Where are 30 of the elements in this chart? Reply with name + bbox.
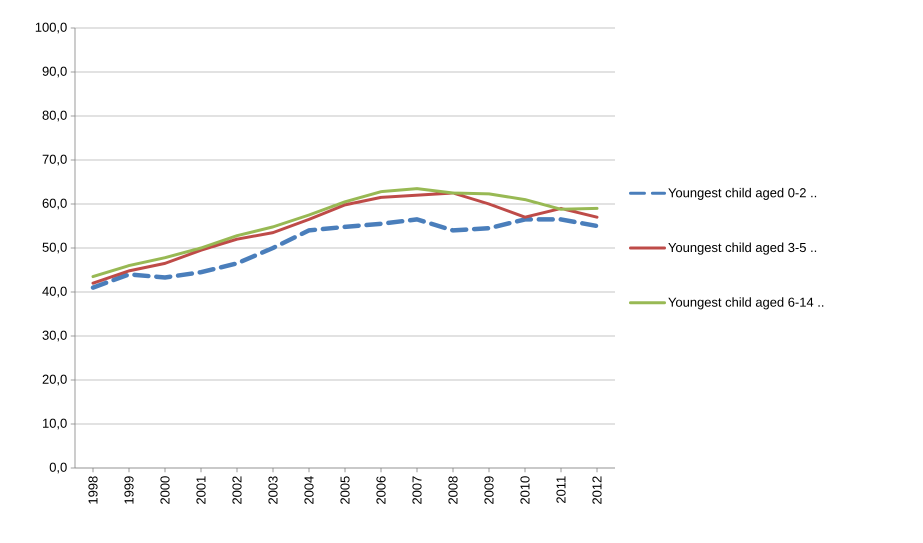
x-tick-label: 2006	[376, 476, 386, 504]
x-tick-label: 2001	[196, 476, 206, 504]
y-tick-label: 30,0	[42, 330, 67, 342]
y-tick-label: 10,0	[43, 418, 67, 430]
x-tick-label: 2008	[448, 476, 458, 504]
legend-label: Youngest child aged 3-5 ..	[668, 242, 816, 255]
legend-label: Youngest child aged 0-2 ..	[668, 188, 816, 200]
x-tick-label: 2000	[160, 476, 170, 504]
x-tick-label: 1998	[88, 476, 98, 504]
x-tick-label: 2012	[592, 476, 602, 504]
x-tick-label: 2007	[412, 476, 422, 504]
y-tick-label: 50,0	[42, 242, 67, 254]
x-tick-label: 2005	[340, 476, 350, 504]
y-tick-label: 70,0	[42, 154, 67, 166]
y-tick-label: 20,0	[42, 374, 67, 386]
legend-label: Youngest child aged 6-14 ..	[668, 297, 824, 310]
y-tick-label: 100,0	[36, 22, 67, 34]
line-series	[90, 217, 600, 290]
y-tick-label: 40,0	[42, 286, 67, 298]
x-tick-label: 2002	[232, 476, 242, 504]
y-tick-label: 60,0	[42, 198, 67, 210]
x-tick-label: 2011	[556, 476, 566, 503]
x-tick-label: 2004	[304, 476, 314, 504]
y-tick-label: 90,0	[42, 66, 67, 78]
y-tick-label: 80,0	[42, 110, 67, 122]
x-tick-label: 2009	[484, 476, 494, 504]
x-tick-label: 2003	[268, 476, 278, 504]
x-tick-label: 2010	[520, 476, 530, 504]
x-tick-label: 1999	[124, 476, 134, 504]
y-tick-label: 0,0	[50, 462, 67, 474]
